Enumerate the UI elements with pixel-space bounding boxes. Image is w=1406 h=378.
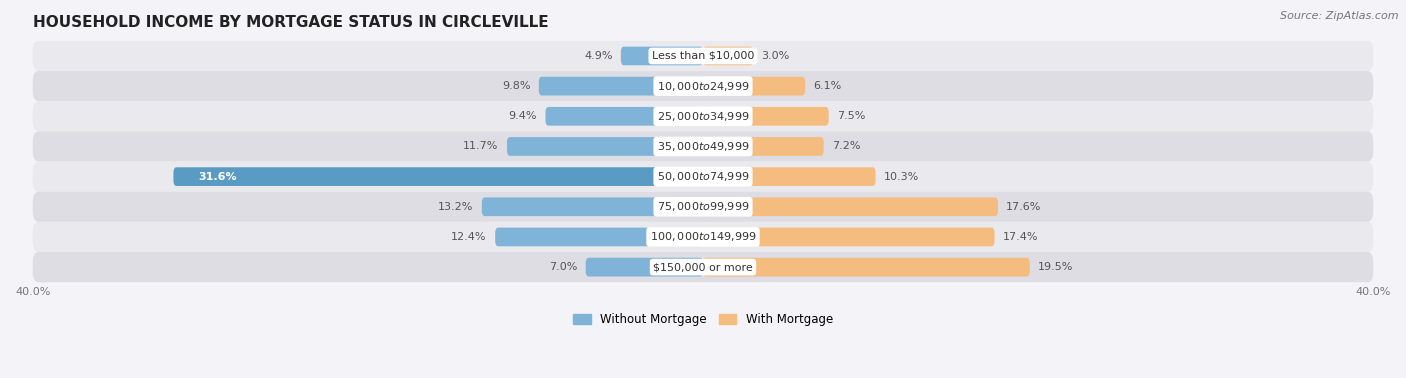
FancyBboxPatch shape bbox=[703, 137, 824, 156]
Text: $35,000 to $49,999: $35,000 to $49,999 bbox=[657, 140, 749, 153]
Text: 7.0%: 7.0% bbox=[548, 262, 578, 272]
Text: 10.3%: 10.3% bbox=[884, 172, 920, 181]
Legend: Without Mortgage, With Mortgage: Without Mortgage, With Mortgage bbox=[569, 309, 837, 329]
FancyBboxPatch shape bbox=[32, 161, 1374, 192]
Text: 7.2%: 7.2% bbox=[832, 141, 860, 152]
Text: 17.4%: 17.4% bbox=[1002, 232, 1039, 242]
Text: $100,000 to $149,999: $100,000 to $149,999 bbox=[650, 231, 756, 243]
Text: 9.4%: 9.4% bbox=[509, 111, 537, 121]
FancyBboxPatch shape bbox=[495, 228, 703, 246]
FancyBboxPatch shape bbox=[703, 46, 754, 65]
FancyBboxPatch shape bbox=[703, 228, 994, 246]
Text: Less than $10,000: Less than $10,000 bbox=[652, 51, 754, 61]
Text: $10,000 to $24,999: $10,000 to $24,999 bbox=[657, 80, 749, 93]
FancyBboxPatch shape bbox=[32, 222, 1374, 252]
FancyBboxPatch shape bbox=[621, 46, 703, 65]
Text: 17.6%: 17.6% bbox=[1007, 202, 1042, 212]
Text: 4.9%: 4.9% bbox=[583, 51, 613, 61]
Text: 7.5%: 7.5% bbox=[837, 111, 866, 121]
FancyBboxPatch shape bbox=[508, 137, 703, 156]
FancyBboxPatch shape bbox=[586, 258, 703, 276]
Text: 6.1%: 6.1% bbox=[814, 81, 842, 91]
FancyBboxPatch shape bbox=[32, 132, 1374, 161]
Text: 9.8%: 9.8% bbox=[502, 81, 530, 91]
FancyBboxPatch shape bbox=[703, 107, 828, 125]
Text: $150,000 or more: $150,000 or more bbox=[654, 262, 752, 272]
FancyBboxPatch shape bbox=[32, 101, 1374, 132]
FancyBboxPatch shape bbox=[173, 167, 703, 186]
Text: $75,000 to $99,999: $75,000 to $99,999 bbox=[657, 200, 749, 213]
Text: Source: ZipAtlas.com: Source: ZipAtlas.com bbox=[1281, 11, 1399, 21]
Text: 11.7%: 11.7% bbox=[463, 141, 499, 152]
FancyBboxPatch shape bbox=[703, 258, 1029, 276]
FancyBboxPatch shape bbox=[703, 197, 998, 216]
Text: 31.6%: 31.6% bbox=[198, 172, 238, 181]
FancyBboxPatch shape bbox=[32, 41, 1374, 71]
FancyBboxPatch shape bbox=[32, 192, 1374, 222]
Text: $50,000 to $74,999: $50,000 to $74,999 bbox=[657, 170, 749, 183]
FancyBboxPatch shape bbox=[482, 197, 703, 216]
FancyBboxPatch shape bbox=[32, 71, 1374, 101]
Text: 13.2%: 13.2% bbox=[439, 202, 474, 212]
Text: $25,000 to $34,999: $25,000 to $34,999 bbox=[657, 110, 749, 123]
FancyBboxPatch shape bbox=[703, 167, 876, 186]
FancyBboxPatch shape bbox=[32, 252, 1374, 282]
Text: HOUSEHOLD INCOME BY MORTGAGE STATUS IN CIRCLEVILLE: HOUSEHOLD INCOME BY MORTGAGE STATUS IN C… bbox=[32, 15, 548, 30]
FancyBboxPatch shape bbox=[546, 107, 703, 125]
Text: 3.0%: 3.0% bbox=[762, 51, 790, 61]
Text: 12.4%: 12.4% bbox=[451, 232, 486, 242]
FancyBboxPatch shape bbox=[538, 77, 703, 96]
Text: 19.5%: 19.5% bbox=[1038, 262, 1074, 272]
FancyBboxPatch shape bbox=[703, 77, 806, 96]
